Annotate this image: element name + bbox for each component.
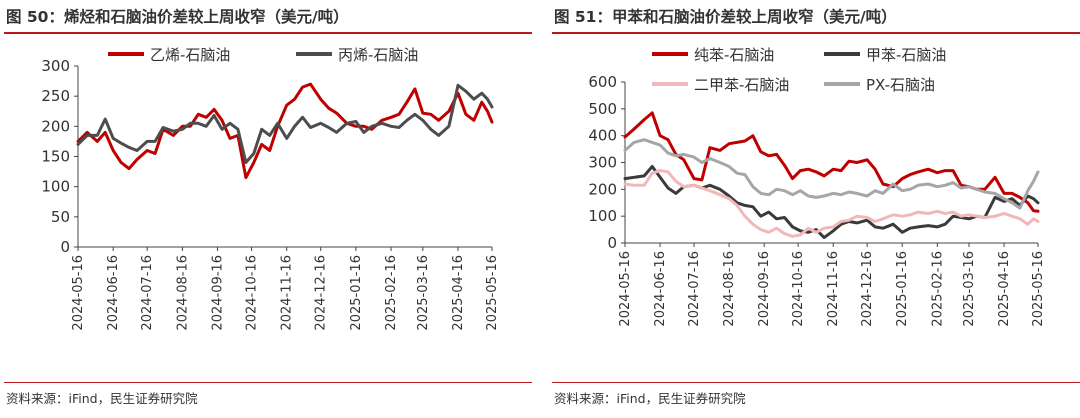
y-tick-label: 200	[588, 180, 617, 198]
legend-label: 二甲苯-石脑油	[694, 76, 789, 94]
x-tick-label: 2024-10-16	[791, 251, 806, 327]
y-tick-label: 250	[41, 87, 70, 105]
y-tick-label: 0	[607, 234, 617, 252]
y-tick-label: 300	[41, 57, 70, 75]
x-tick-label: 2025-02-16	[384, 255, 399, 331]
chart-title: 图 50：烯烃和石脑油价差较上周收窄（美元/吨）	[6, 8, 349, 26]
x-tick-label: 2024-10-16	[245, 255, 260, 331]
x-tick-label: 2024-12-16	[314, 255, 329, 331]
legend-label: 纯苯-石脑油	[694, 46, 774, 64]
source-rule	[4, 382, 532, 383]
x-tick-label: 2024-09-16	[757, 251, 772, 327]
y-tick-label: 300	[588, 154, 617, 172]
x-tick-label: 2024-08-16	[722, 251, 737, 327]
x-tick-label: 2024-09-16	[211, 255, 226, 331]
chart-panel-aromatics: 图 51：甲苯和石脑油价差较上周收窄（美元/吨） 0 100 200 300 400 50…	[548, 0, 1080, 418]
title-rule	[552, 32, 1080, 34]
y-tick-label: 200	[41, 117, 70, 135]
legend-label: 甲苯-石脑油	[866, 46, 946, 64]
legend-label: 乙烯-石脑油	[150, 46, 230, 64]
y-tick-label: 0	[60, 238, 70, 256]
source-note: 资料来源：iFind，民生证券研究院	[6, 391, 198, 406]
x-tick-label: 2025-01-16	[349, 255, 364, 331]
x-tick-label: 2025-01-16	[895, 251, 910, 327]
series-line	[76, 83, 494, 164]
y-tick-label: 500	[588, 100, 617, 118]
x-tick-label: 2025-02-16	[930, 251, 945, 327]
x-tick-label: 2024-05-16	[71, 255, 86, 331]
y-tick-label: 400	[588, 127, 617, 145]
x-tick-label: 2025-04-16	[997, 251, 1012, 327]
y-tick-label: 600	[588, 73, 617, 91]
line-chart-olefin: 0 50 100 150 200 250 300 2024-05-16 2024-06-16 20…	[41, 46, 500, 331]
x-tick-label: 2024-11-16	[280, 255, 295, 331]
x-tick-label: 2024-05-16	[618, 251, 633, 327]
y-tick-label: 150	[41, 148, 70, 166]
series-line	[623, 138, 1040, 210]
legend-label: 丙烯-石脑油	[338, 46, 418, 64]
x-tick-label: 2024-07-16	[140, 255, 155, 331]
series-line	[623, 169, 1040, 238]
x-tick-label: 2025-03-16	[416, 255, 431, 331]
x-tick-label: 2024-06-16	[653, 251, 668, 327]
series-line	[76, 82, 494, 180]
x-tick-label: 2024-08-16	[175, 255, 190, 331]
x-tick-label: 2024-07-16	[687, 251, 702, 327]
x-tick-label: 2025-03-16	[962, 251, 977, 327]
x-tick-label: 2024-12-16	[860, 251, 875, 327]
line-chart-aromatics: 0 100 200 300 400 500 600 2024-05-16 2024-06-16 2…	[588, 46, 1046, 327]
chart-title: 图 51：甲苯和石脑油价差较上周收窄（美元/吨）	[554, 8, 897, 26]
x-tick-label: 2025-05-16	[485, 255, 500, 331]
source-rule	[552, 382, 1080, 383]
title-rule	[4, 32, 532, 34]
y-tick-label: 100	[588, 207, 617, 225]
x-tick-label: 2025-04-16	[451, 255, 466, 331]
chart-panel-olefin: 图 50：烯烃和石脑油价差较上周收窄（美元/吨） 0 50 100 150 200 250…	[0, 0, 536, 418]
x-tick-label: 2025-05-16	[1031, 251, 1046, 327]
y-tick-label: 50	[51, 208, 70, 226]
y-tick-label: 100	[41, 178, 70, 196]
x-tick-label: 2024-06-16	[106, 255, 121, 331]
source-note: 资料来源：iFind，民生证券研究院	[554, 391, 746, 406]
legend-label: PX-石脑油	[866, 76, 935, 94]
x-tick-label: 2024-11-16	[826, 251, 841, 327]
series-line	[623, 111, 1040, 213]
